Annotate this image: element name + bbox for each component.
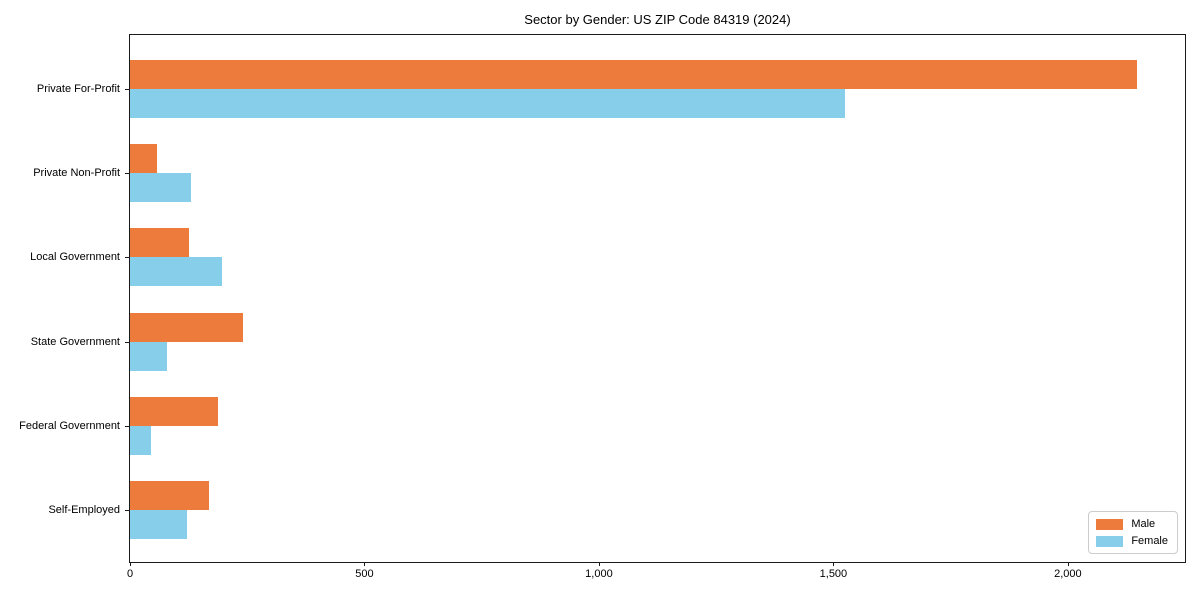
x-axis-tick [1067, 562, 1069, 566]
bar-female-5 [130, 510, 187, 539]
x-axis-tick-label: 0 [126, 568, 134, 580]
bar-female-2 [130, 257, 222, 287]
legend-label: Female [1131, 535, 1168, 547]
x-axis-tick [598, 562, 600, 566]
x-axis-tick [130, 562, 131, 566]
x-axis-tick-label: 1,500 [819, 568, 848, 580]
y-axis-tick [125, 89, 129, 90]
y-axis-category-label: State Government [30, 335, 120, 348]
y-axis-tick [125, 341, 129, 343]
plot-area: Private For-Profit Private Non-Profit Loca… [19, 34, 1186, 580]
legend-row-female: Female [1096, 535, 1168, 547]
x-axis-tick-label: 500 [355, 568, 374, 580]
x-axis-tick [364, 562, 366, 566]
legend-row-male: Male [1096, 518, 1168, 530]
legend: Male Female [1088, 511, 1178, 554]
bar-male-4 [130, 396, 218, 426]
bar-female-3 [130, 341, 167, 371]
bar-male-5 [130, 481, 209, 510]
x-axis-tick-label: 2,000 [1054, 568, 1082, 580]
x-axis-tick [833, 562, 835, 566]
y-axis-category-label: Private For-Profit [36, 83, 120, 95]
y-axis-tick [125, 425, 129, 427]
legend-label: Male [1131, 518, 1156, 530]
bar-female-4 [130, 425, 151, 455]
y-axis-category-label: Private Non-Profit [33, 167, 120, 180]
legend-swatch-female [1096, 535, 1124, 547]
bar-male-3 [130, 312, 243, 342]
y-axis-category-label: Federal Government [19, 419, 120, 432]
y-axis-category-label: Local Government [30, 251, 120, 264]
bar-female-1 [130, 173, 191, 203]
bar-male-1 [130, 144, 157, 174]
y-axis-tick [125, 257, 129, 259]
x-axis-tick-label: 1,000 [585, 568, 613, 580]
y-axis-tick [125, 510, 129, 511]
bar-female-0 [130, 89, 845, 118]
bar-male-0 [130, 60, 1137, 89]
chart-title: Sector by Gender: US ZIP Code 84319 (202… [524, 12, 791, 27]
y-axis-category-label: Self-Employed [48, 504, 120, 516]
legend-swatch-male [1096, 518, 1124, 530]
y-axis-tick [125, 173, 129, 175]
bar-male-2 [130, 228, 189, 258]
